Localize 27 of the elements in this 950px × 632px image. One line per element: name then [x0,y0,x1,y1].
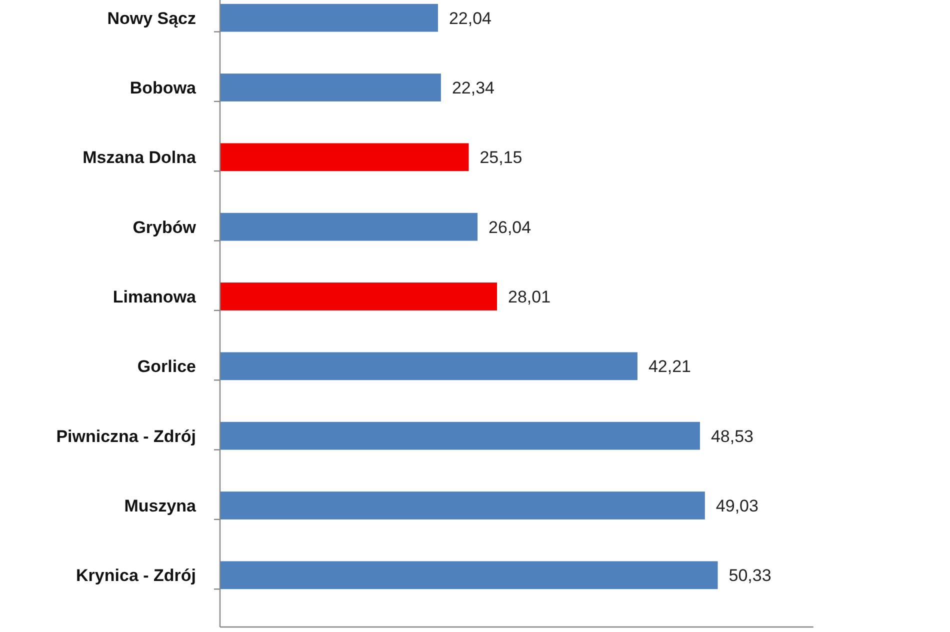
bar [220,4,438,32]
data-label: 42,21 [648,357,692,376]
data-label: 22,34 [452,78,494,98]
data-label: 48,53 [710,426,754,446]
bar [220,282,498,310]
data-label: 49,03 [716,496,758,516]
y-tick-label: Piwniczna - Zdrój [56,426,196,446]
bar [220,143,469,172]
y-tick-label: Muszyna [124,496,197,516]
bar [220,492,705,520]
bar [220,212,478,241]
data-label: 50,33 [728,566,772,586]
y-tick-label: Grybów [132,218,197,237]
data-label: 26,04 [488,218,532,237]
bar [220,74,441,102]
y-tick-label: Nowy Sącz [107,8,196,28]
bar [220,352,638,380]
data-label: 28,01 [508,287,551,306]
y-tick-label: Mszana Dolna [82,148,197,168]
y-tick-label: Gorlice [137,357,196,376]
bar [220,561,718,590]
y-tick-label: Limanowa [112,287,197,306]
data-label: 22,04 [448,8,492,28]
y-tick-label: Krynica - Zdrój [76,566,196,586]
y-tick-label: Bobowa [130,78,197,98]
data-label: 25,15 [480,148,522,168]
bar [220,422,700,450]
